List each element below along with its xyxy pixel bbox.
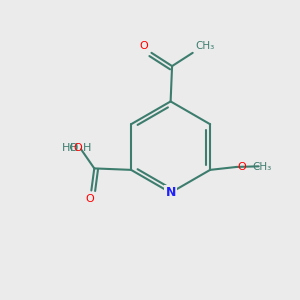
Text: N: N [165,186,176,199]
Text: O: O [85,194,94,204]
Text: HO: HO [61,143,79,153]
Text: O: O [140,41,148,51]
Text: CH₃: CH₃ [195,41,214,51]
Text: CH₃: CH₃ [253,162,272,172]
Text: H: H [70,143,79,153]
Text: O: O [237,162,246,172]
Text: H: H [82,143,91,153]
Text: O: O [74,143,82,153]
